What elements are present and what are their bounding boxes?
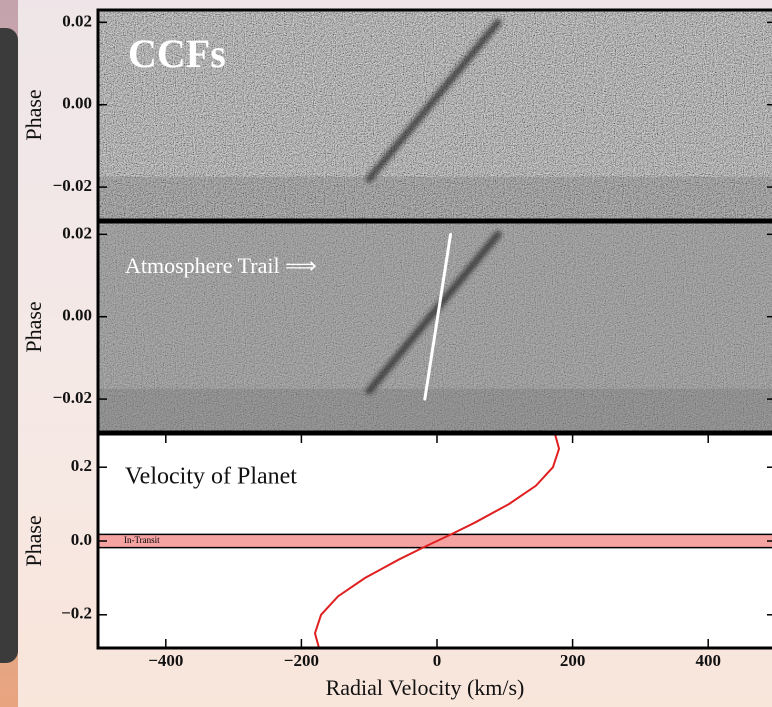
- side-panel: [0, 28, 18, 663]
- x-tick-label: 400: [695, 651, 721, 670]
- x-tick-label: 0: [433, 651, 442, 670]
- y-tick-label: 0.2: [71, 456, 92, 475]
- y-tick-label: −0.02: [53, 176, 92, 195]
- y-axis-label: Phase: [21, 89, 46, 140]
- y-tick-label: 0.02: [62, 223, 92, 242]
- y-tick-label: −0.02: [53, 388, 92, 407]
- annotation: CCFs: [128, 31, 226, 76]
- x-axis-label: Radial Velocity (km/s): [326, 675, 525, 700]
- x-tick-label: −400: [148, 651, 183, 670]
- lower-band: [98, 177, 772, 220]
- page: 0.020.00−0.02PhaseCCFs0.020.00−0.02Phase…: [0, 0, 772, 707]
- y-tick-label: 0.0: [71, 530, 92, 549]
- chart: 0.020.00−0.02PhaseCCFs0.020.00−0.02Phase…: [0, 0, 772, 707]
- lower-band: [98, 389, 772, 432]
- y-tick-label: −0.2: [61, 604, 92, 623]
- y-axis-label: Phase: [21, 515, 46, 566]
- x-tick-label: 200: [560, 651, 586, 670]
- y-tick-label: 0.00: [62, 306, 92, 325]
- span-label: In-Transit: [124, 535, 160, 545]
- x-tick-label: −200: [284, 651, 319, 670]
- y-axis-label: Phase: [21, 301, 46, 352]
- annotation: Atmosphere Trail ⟹: [125, 253, 317, 278]
- y-tick-label: 0.00: [62, 94, 92, 113]
- annotation: Velocity of Planet: [125, 464, 297, 490]
- y-tick-label: 0.02: [62, 11, 92, 30]
